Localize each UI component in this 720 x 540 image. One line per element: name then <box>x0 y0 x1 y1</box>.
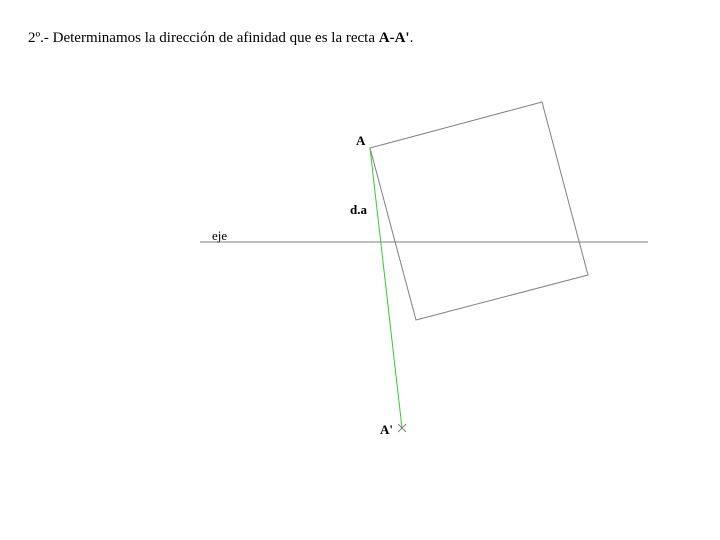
label-a-prime: A' <box>380 422 393 438</box>
affinity-diagram <box>0 0 720 540</box>
label-eje: eje <box>212 228 227 244</box>
label-a: A <box>356 133 365 149</box>
label-da: d.a <box>350 202 367 218</box>
affinity-line <box>370 148 402 428</box>
square-shape <box>370 102 588 320</box>
